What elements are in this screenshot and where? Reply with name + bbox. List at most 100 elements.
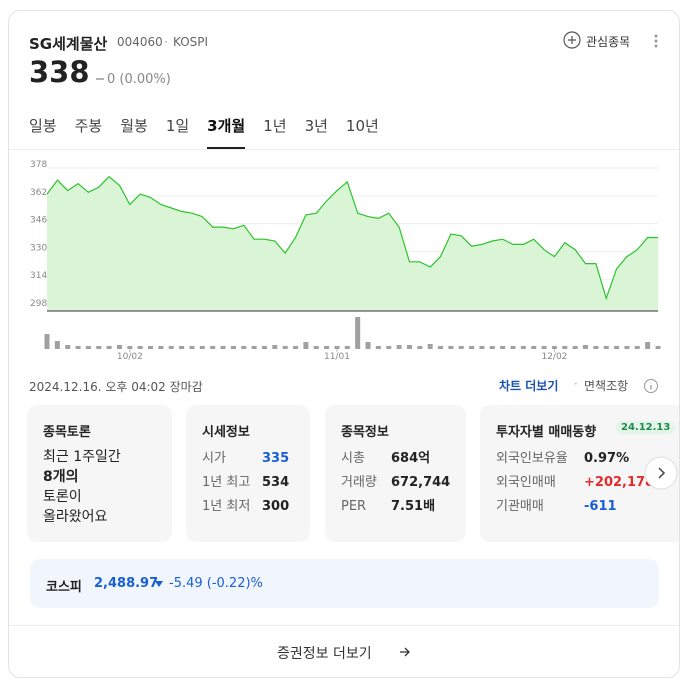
row-label: 1년 최고 [202,475,251,490]
tab[interactable]: 1일 [165,117,190,135]
row-value: +202,178 [584,475,655,490]
index-change: -5.49 (-0.22)% [169,576,263,591]
arrow-icon [400,647,410,657]
price-area [47,176,658,311]
tab[interactable]: 10년 [345,117,379,135]
info-icon[interactable] [643,378,659,394]
tab[interactable]: 주봉 [74,117,103,135]
row-value: 534 [262,475,290,490]
volume-bar [593,346,599,349]
volume-bar [489,346,495,349]
volume-bar [365,342,371,349]
more-info-link[interactable]: 증권정보 더보기 [277,646,372,662]
info-row: 외국인보유율 0.97% [496,447,629,466]
card-title: 투자자별 매매동향 [496,425,597,440]
info-row: 기관매매 -611 [496,495,617,514]
row-label: PER [341,499,367,514]
row-value: 0.97% [584,451,630,466]
tab[interactable]: 1년 [263,117,287,135]
volume-bar [645,342,651,349]
volume-bar [386,346,392,349]
tab[interactable]: 월봉 [120,117,148,135]
text-line: 토론이 [43,489,82,505]
favorite-button[interactable]: 관심종목 [586,35,631,49]
row-label: 기관매매 [496,499,544,514]
card-title: 시세정보 [202,425,250,440]
volume-bar [313,346,319,349]
volume-bar [189,346,195,349]
index-value: 2,488.97 [94,576,159,591]
card-title: 종목정보 [341,425,389,440]
volume-bar [220,346,226,349]
volume-bar [148,346,154,349]
y-tick-label: 298 [30,299,47,309]
volume-bar [458,346,464,349]
info-row: 외국인매매 +202,178 [496,471,654,490]
volume-bar [75,346,81,349]
volume-bar [500,346,506,349]
x-tick-label: 11/01 [324,352,350,362]
discussion-card[interactable]: 종목토론 최근 1주일간 8개의 토론이 올라왔어요 [27,405,172,542]
info-row: 거래량 672,744 [341,471,450,490]
volume-bar [417,346,423,349]
plus-icon[interactable] [563,31,581,49]
tab[interactable]: 일봉 [29,117,57,135]
volume-bar [510,346,516,349]
tab[interactable]: 3개월 [207,117,246,135]
next-button[interactable] [644,456,678,490]
x-tick-label: 12/02 [541,352,567,362]
volume-bar [583,345,589,349]
volume-bar [106,346,112,349]
timestamp: 2024.12.16. 오후 04:02 장마감 [29,380,203,394]
volume-bar [230,346,236,349]
volume-bar [179,346,185,349]
volume-bar [282,346,288,349]
text-line: 8개의 [43,469,79,485]
x-tick-label: 10/02 [117,352,143,362]
row-value: -611 [584,499,617,514]
stock-name: SG세계물산 [29,35,108,53]
volume-bar [127,346,133,349]
text-line: 올라왔어요 [43,509,108,525]
disclaimer-link[interactable]: 면책조항 [584,379,629,393]
info-row: 시가 335 [202,447,289,466]
volume-bar [272,345,278,349]
volume-bar [469,346,475,349]
volume-bar [334,346,340,349]
volume-bar [541,346,547,349]
row-value: 300 [262,499,290,514]
info-card[interactable]: 종목정보 시총 684억 거래량 672,744 PER 7.51배 [325,405,466,542]
tab-underline [207,147,246,149]
divider [9,625,679,626]
index-name: 코스피 [46,580,82,595]
info-row: 1년 최고 534 [202,471,289,490]
volume-bar [603,346,609,349]
tab[interactable]: 3년 [304,117,328,135]
separator: · [574,377,578,391]
row-value: 672,744 [391,475,451,490]
volume-bar [634,346,640,349]
chart-more-link[interactable]: 차트 더보기 [499,379,559,393]
row-label: 외국인보유율 [496,451,568,466]
info-row: PER 7.51배 [341,495,435,514]
row-value: 7.51배 [391,499,436,514]
info-row: 1년 최저 300 [202,495,289,514]
row-label: 시총 [341,451,365,466]
volume-bar [96,346,102,349]
volume-bar [406,345,412,349]
market: KOSPI [173,35,209,49]
index-bar[interactable]: 코스피 2,488.97 -5.49 (-0.22)% [30,559,659,608]
row-value: 335 [262,451,290,466]
volume-bar [396,345,402,349]
row-label: 시가 [202,451,226,466]
row-label: 외국인매매 [496,475,556,490]
more-menu[interactable] [653,33,659,49]
volume-bar [520,346,526,349]
volume-bar [479,346,485,349]
price-chart: 378 362 346 330 314 298 10/02 11/01 12/02 [30,160,661,362]
volume-bar [427,344,433,349]
volume-bar [241,346,247,349]
volume-bar [44,334,50,349]
volume-bar [54,341,60,349]
